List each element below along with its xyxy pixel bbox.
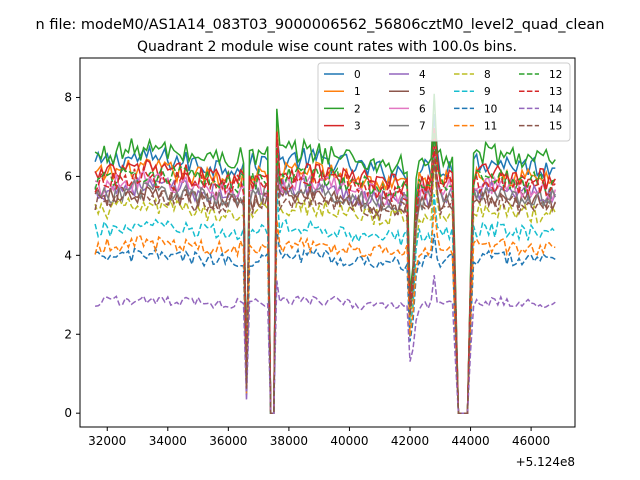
x-tick-label-2: 36000 xyxy=(209,434,247,448)
chart-suptitle: n file: modeM0/AS1A14_083T03_9000006562_… xyxy=(36,17,605,33)
series-line-14 xyxy=(95,275,556,414)
series-line-7 xyxy=(94,160,556,414)
y-tick-label-0: 0 xyxy=(64,406,72,420)
x-tick-label-0: 32000 xyxy=(88,434,126,448)
legend-label-12: 12 xyxy=(549,69,562,81)
series-line-8 xyxy=(94,162,556,414)
x-tick-label-1: 34000 xyxy=(149,434,187,448)
series-line-1 xyxy=(94,125,556,414)
legend-label-8: 8 xyxy=(484,69,491,81)
x-offset-label: +5.124e8 xyxy=(516,455,575,469)
series-line-0 xyxy=(94,114,556,414)
legend-label-9: 9 xyxy=(484,86,491,98)
series-line-12 xyxy=(94,132,556,414)
series-line-15 xyxy=(94,160,556,414)
series-line-10 xyxy=(95,229,556,414)
legend-label-7: 7 xyxy=(419,121,426,133)
axes-frame xyxy=(79,57,576,428)
y-tick-label-2: 4 xyxy=(64,248,72,262)
legend-label-15: 15 xyxy=(549,121,562,133)
legend-label-1: 1 xyxy=(354,86,361,98)
series-line-2 xyxy=(94,93,556,414)
y-tick-label-3: 6 xyxy=(64,169,72,183)
chart-title: Quadrant 2 module wise count rates with … xyxy=(137,39,517,55)
legend-label-3: 3 xyxy=(354,121,361,133)
series-line-13 xyxy=(94,131,556,414)
series-line-9 xyxy=(94,190,556,414)
x-tick-label-7: 46000 xyxy=(512,434,550,448)
legend-label-5: 5 xyxy=(419,86,426,98)
legend-label-4: 4 xyxy=(419,69,426,81)
x-tick-label-5: 42000 xyxy=(391,434,429,448)
legend-label-11: 11 xyxy=(484,121,497,133)
x-tick-label-3: 38000 xyxy=(270,434,308,448)
legend-label-14: 14 xyxy=(549,103,563,115)
legend-label-13: 13 xyxy=(549,86,562,98)
legend-label-10: 10 xyxy=(484,103,497,115)
x-tick-label-6: 44000 xyxy=(451,434,489,448)
x-axis: 32000 34000 36000 38000 40000 42000 44000 46000 xyxy=(88,427,550,448)
y-tick-label-1: 2 xyxy=(64,327,72,341)
legend-box xyxy=(317,62,571,142)
legend-label-0: 0 xyxy=(354,69,361,81)
legend-label-2: 2 xyxy=(354,103,361,115)
series-line-11 xyxy=(94,206,556,414)
y-tick-label-4: 8 xyxy=(64,90,72,104)
y-axis: 0 2 4 6 8 xyxy=(64,90,80,420)
x-tick-label-4: 40000 xyxy=(330,434,368,448)
series-layer xyxy=(94,93,557,414)
legend-label-6: 6 xyxy=(419,103,426,115)
